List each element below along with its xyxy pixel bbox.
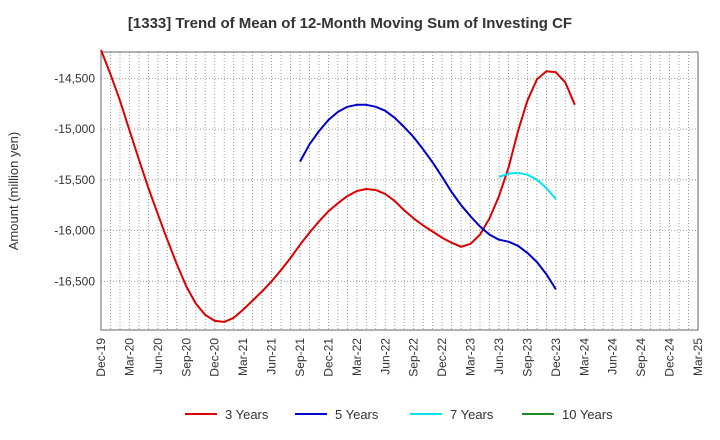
legend: 3 Years 5 Years 7 Years 10 Years [185, 407, 613, 422]
x-tick-label: Sep-22 [407, 338, 421, 377]
series-line-5-years [299, 103, 557, 290]
x-tick-label: Mar-21 [236, 338, 250, 376]
x-tick-label: Dec-19 [94, 338, 108, 377]
plot-border [100, 51, 699, 331]
x-tick-label: Dec-23 [549, 338, 563, 377]
x-tick-label: Jun-24 [606, 338, 620, 375]
x-axis: Dec-19 Mar-20 Jun-20 Sep-20 Dec-20 Mar-21 Jun-… [94, 338, 705, 377]
x-tick-label: Sep-23 [520, 338, 534, 377]
x-tick-label: Sep-20 [179, 338, 193, 377]
x-tick-label: Sep-21 [293, 338, 307, 377]
y-axis: -14,500 -15,000 -15,500 -16,000 -16,500 [54, 71, 95, 288]
x-tick-label: Sep-24 [634, 338, 648, 377]
y-tick-label: -15,500 [54, 173, 95, 187]
y-tick-label: -16,000 [54, 224, 95, 238]
x-tick-label: Dec-22 [435, 338, 449, 377]
x-tick-label: Mar-20 [122, 338, 136, 376]
legend-label-5-years: 5 Years [335, 407, 379, 422]
series-line-7-years [498, 171, 557, 200]
y-tick-label: -14,500 [54, 71, 95, 85]
x-tick-label: Mar-25 [691, 338, 705, 376]
series-group [100, 49, 576, 323]
y-tick-label: -15,000 [54, 122, 95, 136]
plot-area [100, 51, 699, 331]
grid [101, 52, 698, 330]
y-tick-label: -16,500 [54, 274, 95, 288]
x-tick-label: Dec-24 [663, 338, 677, 377]
legend-label-10-years: 10 Years [562, 407, 613, 422]
legend-label-7-years: 7 Years [450, 407, 494, 422]
series-line-3-years [100, 49, 576, 323]
x-tick-label: Dec-21 [321, 338, 335, 377]
chart-title: [1333] Trend of Mean of 12-Month Moving … [128, 15, 572, 32]
x-tick-label: Mar-22 [350, 338, 364, 376]
x-tick-label: Jun-22 [378, 338, 392, 375]
x-tick-label: Mar-23 [464, 338, 478, 376]
x-tick-label: Jun-20 [151, 338, 165, 375]
y-axis-label: Amount (million yen) [6, 132, 21, 251]
x-tick-label: Jun-21 [265, 338, 279, 375]
x-tick-label: Dec-20 [208, 338, 222, 377]
x-tick-label: Jun-23 [492, 338, 506, 375]
legend-label-3-years: 3 Years [225, 407, 269, 422]
x-tick-label: Mar-24 [577, 338, 591, 376]
